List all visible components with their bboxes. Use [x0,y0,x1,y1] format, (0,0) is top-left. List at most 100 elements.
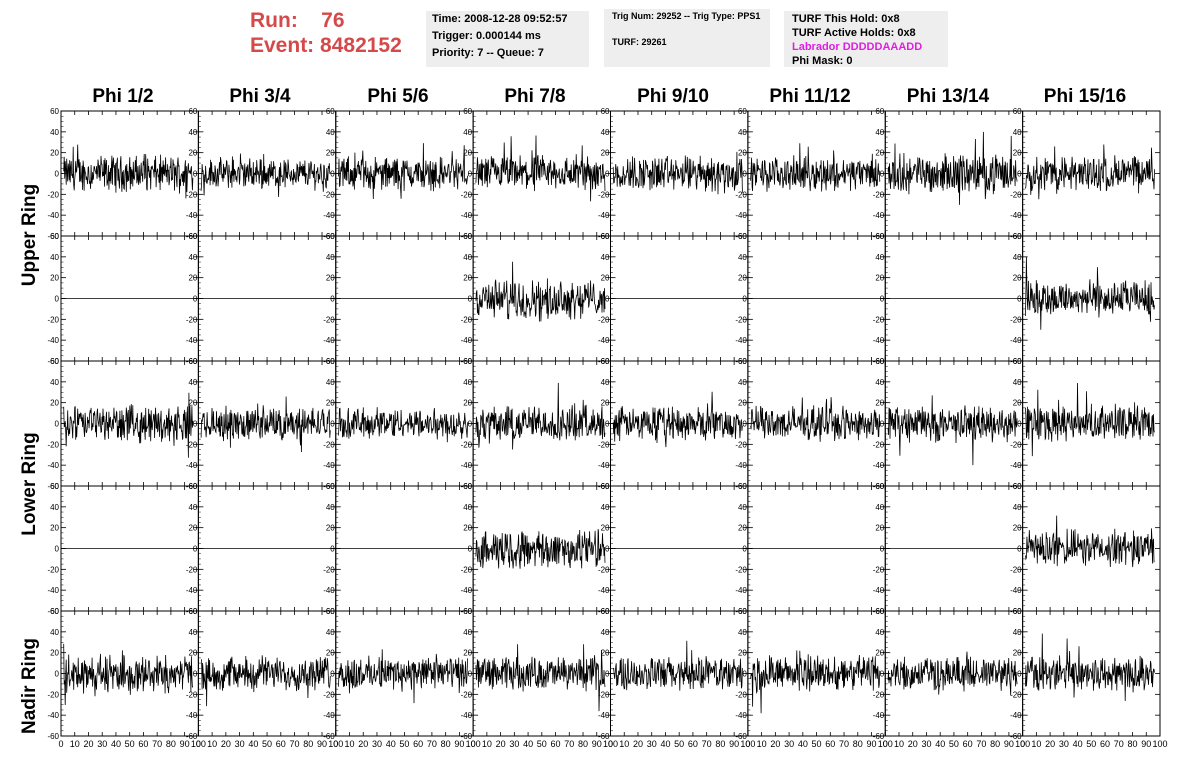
x-tick-label: 10 [207,739,217,749]
y-tick-label: 20 [326,274,335,283]
y-tick-label: 0 [193,670,198,679]
waveform-trace-r0-c7 [1025,144,1155,200]
x-tick-label: 40 [798,739,808,749]
x-tick-label: 60 [551,739,561,749]
x-tick-label: 0 [471,739,476,749]
waveform-trace-r2-c2 [338,407,468,443]
y-tick-label: 40 [188,253,197,262]
y-tick-label: -40 [873,336,885,345]
y-tick-label: -20 [461,690,473,699]
x-tick-label: 10 [757,739,767,749]
y-tick-label: 60 [1013,107,1022,116]
x-tick-label: 90 [317,739,327,749]
y-tick-label: 0 [880,295,885,304]
trigger-text: Trigger: 0.000144 ms [432,30,541,42]
y-tick-label: -20 [1010,690,1022,699]
y-tick-label: -40 [735,461,747,470]
y-tick-label: -20 [186,190,198,199]
y-tick-label: 0 [742,170,747,179]
y-tick-label: 60 [1013,482,1022,491]
y-tick-label: 60 [463,607,472,616]
x-tick-label: 70 [839,739,849,749]
x-tick-label: 70 [152,739,162,749]
y-tick-label: 40 [1013,503,1022,512]
y-tick-label: 40 [326,128,335,137]
run-label: Run: [250,9,298,32]
x-tick-label: 60 [688,739,698,749]
y-tick-label: 60 [50,232,59,241]
y-tick-label: -40 [598,711,610,720]
x-tick-label: 50 [949,739,959,749]
y-tick-label: 40 [875,253,884,262]
y-tick-label: 40 [875,128,884,137]
y-tick-label: 40 [738,378,747,387]
y-tick-label: 60 [875,232,884,241]
y-tick-label: 20 [463,149,472,158]
trig-num-text: Trig Num: 29252 -- Trig Type: PPS1 [612,11,761,21]
y-tick-label: -20 [873,690,885,699]
y-tick-label: -20 [461,440,473,449]
y-tick-label: 20 [601,524,610,533]
y-tick-label: 60 [875,107,884,116]
y-tick-label: 20 [1013,274,1022,283]
y-tick-label: 20 [463,399,472,408]
x-tick-label: 30 [97,739,107,749]
y-tick-label: 40 [738,253,747,262]
x-tick-label: 50 [1086,739,1096,749]
y-tick-label: 20 [1013,649,1022,658]
y-tick-label: 20 [601,649,610,658]
y-tick-label: 60 [188,232,197,241]
waveform-trace-r4-c1 [200,655,331,707]
x-tick-label: 100 [191,739,206,749]
y-tick-label: 60 [188,607,197,616]
y-tick-label: -20 [186,565,198,574]
y-tick-label: 40 [463,503,472,512]
x-tick-label: 90 [592,739,602,749]
x-tick-label: 10 [482,739,492,749]
y-tick-label: 20 [463,274,472,283]
run-line: Run: 76 [250,8,420,33]
x-tick-label: 80 [990,739,1000,749]
x-tick-label: 80 [578,739,588,749]
y-tick-label: -20 [461,315,473,324]
x-tick-label: 100 [466,739,481,749]
y-tick-label: -20 [598,565,610,574]
y-tick-label: 40 [50,128,59,137]
y-tick-label: 60 [738,607,747,616]
x-tick-label: 80 [853,739,863,749]
y-tick-label: 20 [738,149,747,158]
x-tick-label: 100 [878,739,893,749]
y-tick-label: 40 [463,253,472,262]
x-tick-label: 100 [603,739,618,749]
y-tick-label: -40 [461,336,473,345]
y-tick-label: -40 [873,461,885,470]
y-tick-label: -20 [461,565,473,574]
y-tick-label: -40 [1010,461,1022,470]
y-tick-label: -20 [1010,440,1022,449]
y-tick-label: 0 [880,670,885,679]
y-tick-label: -20 [461,190,473,199]
time-trigger-box: Time: 2008-12-28 09:52:57 Trigger: 0.000… [426,11,589,67]
x-tick-label: 30 [1059,739,1069,749]
y-tick-label: 20 [601,149,610,158]
y-tick-label: 0 [742,295,747,304]
x-tick-label: 90 [867,739,877,749]
x-tick-label: 90 [454,739,464,749]
y-tick-label: -20 [186,440,198,449]
y-tick-label: 0 [605,670,610,679]
x-tick-label: 20 [633,739,643,749]
y-tick-label: -20 [598,690,610,699]
y-tick-label: 20 [1013,149,1022,158]
y-tick-label: 20 [875,649,884,658]
y-tick-label: -20 [323,440,335,449]
y-tick-label: 60 [1013,607,1022,616]
y-tick-label: -40 [186,586,198,595]
y-tick-label: 20 [738,399,747,408]
y-tick-label: 40 [188,378,197,387]
y-tick-label: 40 [601,253,610,262]
y-tick-label: -40 [186,461,198,470]
y-tick-label: 60 [738,482,747,491]
turf-this-hold-text: TURF This Hold: 0x8 [792,13,900,25]
event-label: Event: [250,34,315,57]
